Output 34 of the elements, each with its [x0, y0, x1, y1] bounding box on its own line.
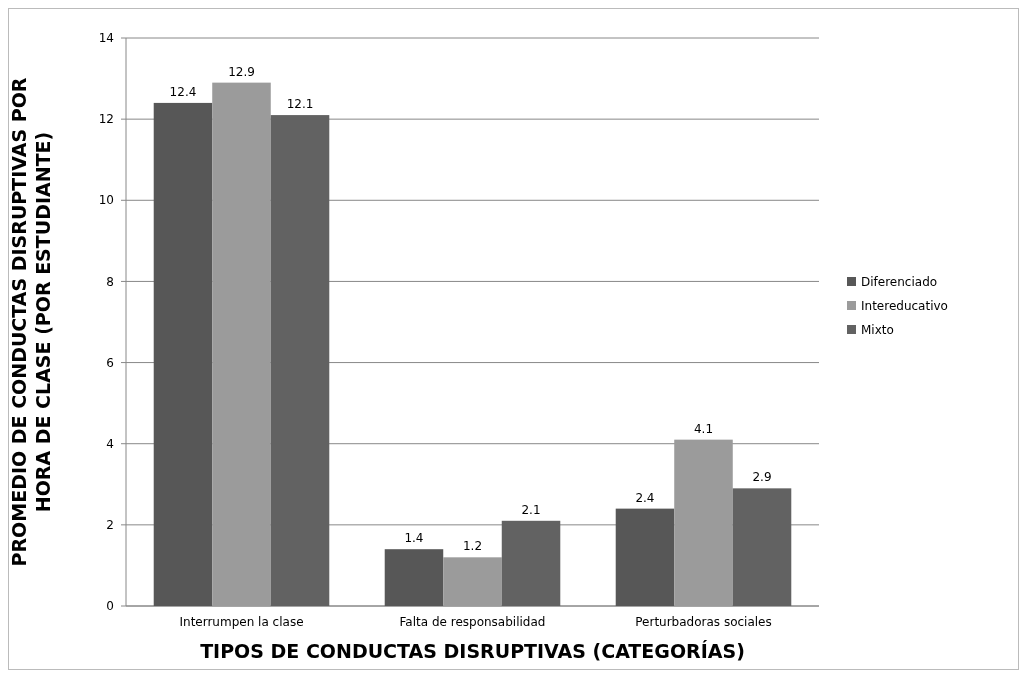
bar [270, 115, 330, 606]
data-label: 2.9 [752, 470, 772, 485]
legend-label: Diferenciado [861, 275, 938, 290]
data-label: 2.4 [635, 490, 655, 505]
y-tick-label: 6 [106, 355, 114, 370]
bar [212, 82, 271, 606]
y-tick-label: 4 [106, 436, 114, 451]
y-tick-label: 14 [98, 31, 114, 46]
data-label: 1.2 [462, 539, 483, 554]
legend-label: Mixto [861, 323, 894, 338]
x-tick-label: Perturbadoras sociales [635, 615, 772, 629]
bar [501, 520, 561, 606]
x-tick-label: Interrumpen la clase [179, 615, 304, 629]
data-label: 1.4 [404, 531, 424, 546]
bar [732, 488, 792, 606]
x-tick-label: Falta de responsabilidad [399, 615, 546, 629]
y-tick-label: 2 [106, 518, 114, 533]
y-tick-label: 10 [98, 193, 114, 208]
bar [443, 557, 502, 606]
data-label: 4.1 [693, 421, 714, 436]
data-label: 12.9 [228, 64, 255, 79]
bar [674, 439, 733, 606]
y-tick-label: 12 [98, 112, 114, 127]
legend-label: Intereducativo [861, 299, 948, 314]
x-axis-title: TIPOS DE CONDUCTAS DISRUPTIVAS (CATEGORÍAS) [200, 640, 745, 662]
y-tick-label: 0 [106, 599, 114, 614]
data-label: 12.1 [286, 97, 314, 112]
data-label: 2.1 [521, 502, 541, 517]
bar [615, 508, 675, 606]
bar [384, 549, 444, 606]
bar [153, 102, 213, 606]
y-tick-label: 8 [106, 274, 114, 289]
y-axis-title: PROMEDIO DE CONDUCTAS DISRUPTIVAS POR HORA DE CLASE (POR ESTUDIANTE) [8, 77, 54, 567]
data-label: 12.4 [169, 84, 197, 99]
